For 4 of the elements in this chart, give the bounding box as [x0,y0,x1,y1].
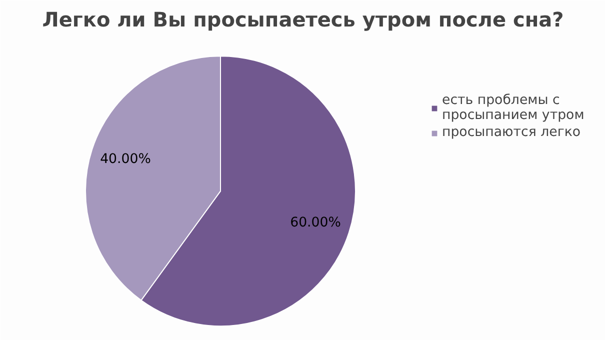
data-label: 60.00% [290,215,341,230]
data-label: 40.00% [100,152,151,167]
chart-title: Легко ли Вы просыпаетесь утром после сна? [42,8,564,32]
legend-label: просыпаются легко [442,125,581,140]
